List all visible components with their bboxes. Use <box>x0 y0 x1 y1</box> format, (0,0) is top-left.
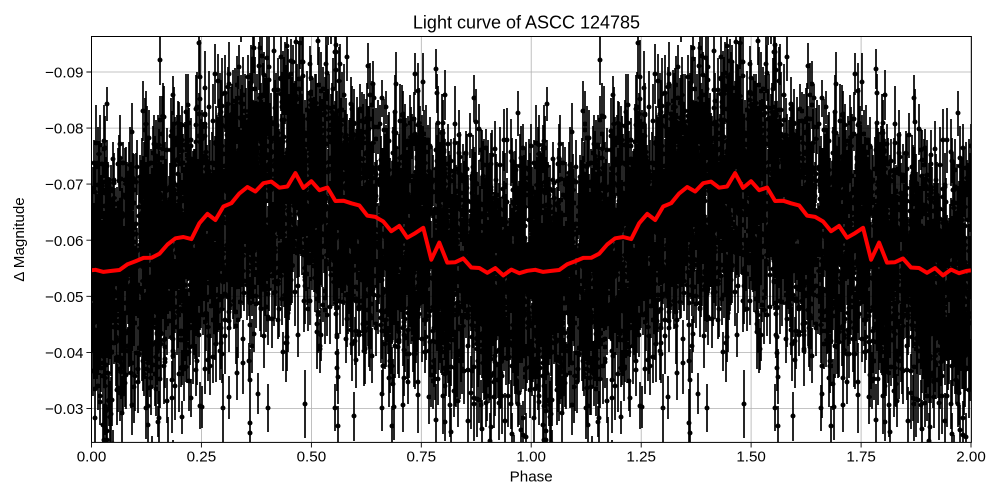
svg-text:−0.08: −0.08 <box>45 121 83 138</box>
svg-text:2.00: 2.00 <box>956 449 986 466</box>
svg-text:0.50: 0.50 <box>297 449 327 466</box>
svg-text:0.25: 0.25 <box>187 449 217 466</box>
svg-text:1.25: 1.25 <box>626 449 656 466</box>
svg-text:Light curve of ASCC 124785: Light curve of ASCC 124785 <box>413 13 640 33</box>
svg-text:−0.07: −0.07 <box>45 177 83 194</box>
svg-text:−0.06: −0.06 <box>45 233 83 250</box>
svg-text:0.00: 0.00 <box>77 449 107 466</box>
svg-text:−0.09: −0.09 <box>45 65 83 82</box>
svg-text:−0.03: −0.03 <box>45 401 83 418</box>
svg-text:−0.04: −0.04 <box>45 345 83 362</box>
svg-text:1.75: 1.75 <box>846 449 876 466</box>
svg-text:Δ Magnitude: Δ Magnitude <box>11 197 28 281</box>
svg-text:−0.05: −0.05 <box>45 289 83 306</box>
svg-text:0.75: 0.75 <box>407 449 437 466</box>
svg-text:1.50: 1.50 <box>736 449 766 466</box>
svg-text:Phase: Phase <box>510 468 553 485</box>
svg-text:1.00: 1.00 <box>516 449 546 466</box>
